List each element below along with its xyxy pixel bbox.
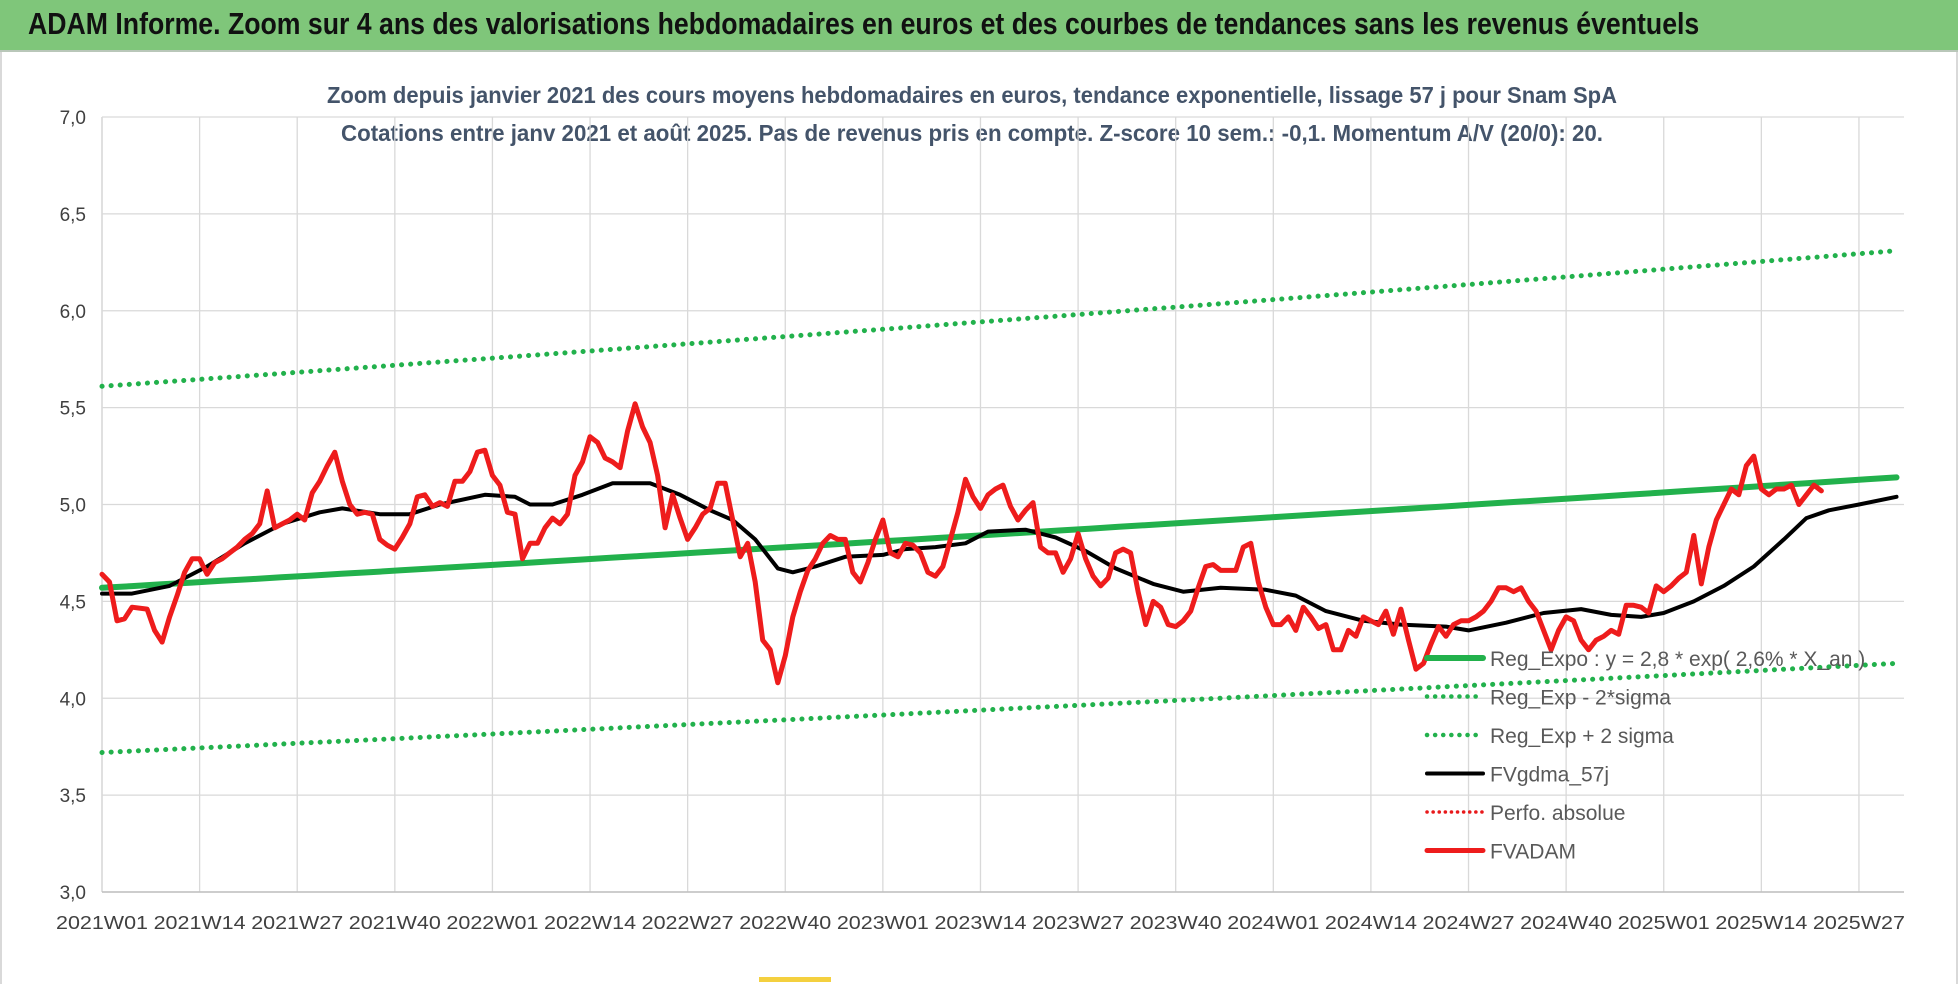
x-tick-label: 2023W27 <box>1032 913 1124 933</box>
x-tick-label: 2021W27 <box>251 913 343 933</box>
footer-accent <box>759 977 831 982</box>
series-line-2 <box>99 660 1899 755</box>
x-tick-label: 2021W40 <box>349 913 441 933</box>
x-tick-label: 2023W40 <box>1130 913 1222 933</box>
x-tick-label: 2021W01 <box>56 913 148 933</box>
x-tick-label: 2024W14 <box>1325 913 1417 933</box>
x-axis: 2021W01 2021W14 2021W27 2021W40 2022W01 2022W… <box>56 891 1905 933</box>
y-tick-label: 6,0 <box>60 302 86 323</box>
y-tick-label: 4,0 <box>60 689 86 710</box>
y-tick-label: 5,5 <box>60 399 86 420</box>
x-tick-label: 2022W40 <box>739 913 831 933</box>
legend-label: Reg_Expo : y = 2,8 * exp( 2,6% * X_an ) <box>1490 648 1865 671</box>
x-tick-label: 2022W27 <box>642 913 734 933</box>
x-tick-label: 2025W01 <box>1618 913 1710 933</box>
y-tick-label: 4,5 <box>60 592 86 613</box>
x-tick-label: 2024W40 <box>1520 913 1612 933</box>
legend: Reg_Expo : y = 2,8 * exp( 2,6% * X_an ) R… <box>1424 648 1865 864</box>
series-line-6 <box>99 401 1824 686</box>
y-tick-label: 3,0 <box>60 883 86 904</box>
x-tick-label: 2023W14 <box>934 913 1026 933</box>
x-tick-label: 2022W01 <box>446 913 538 933</box>
legend-label: FVgdma_57j <box>1490 764 1609 787</box>
chart-title-line1: Zoom depuis janvier 2021 des cours moyen… <box>327 82 1617 108</box>
series-line-3 <box>99 248 1899 389</box>
report-banner: ADAM Informe. Zoom sur 4 ans des valoris… <box>0 0 1958 52</box>
x-tick-label: 2025W27 <box>1813 913 1905 933</box>
y-tick-label: 7,0 <box>60 108 86 129</box>
x-tick-label: 2022W14 <box>544 913 636 933</box>
chart-area: Zoom depuis janvier 2021 des cours moyen… <box>0 52 1958 984</box>
y-tick-label: 6,5 <box>60 205 86 226</box>
x-tick-label: 2024W01 <box>1227 913 1319 933</box>
y-tick-label: 5,0 <box>60 496 86 517</box>
report-title: ADAM Informe. Zoom sur 4 ans des valoris… <box>28 6 1700 41</box>
line-chart: Zoom depuis janvier 2021 des cours moyen… <box>56 82 1905 933</box>
y-tick-label: 3,5 <box>60 786 86 807</box>
x-tick-label: 2024W27 <box>1423 913 1515 933</box>
x-tick-label: 2021W14 <box>154 913 246 933</box>
grid <box>101 116 1904 893</box>
series-line-1 <box>99 474 1900 591</box>
series-layer <box>99 248 1900 755</box>
legend-label: Reg_Exp - 2*sigma <box>1490 687 1671 710</box>
x-tick-label: 2023W01 <box>837 913 929 933</box>
x-tick-label: 2025W14 <box>1715 913 1807 933</box>
legend-label: Reg_Exp + 2 sigma <box>1490 725 1674 748</box>
chart-title-line2: Cotations entre janv 2021 et août 2025. … <box>341 120 1603 146</box>
legend-label: FVADAM <box>1490 841 1576 864</box>
y-axis: 3,0 3,5 4,0 4,5 5,0 5,5 6,0 6,5 7,0 <box>60 108 103 904</box>
legend-label: Perfo. absolue <box>1490 802 1625 825</box>
